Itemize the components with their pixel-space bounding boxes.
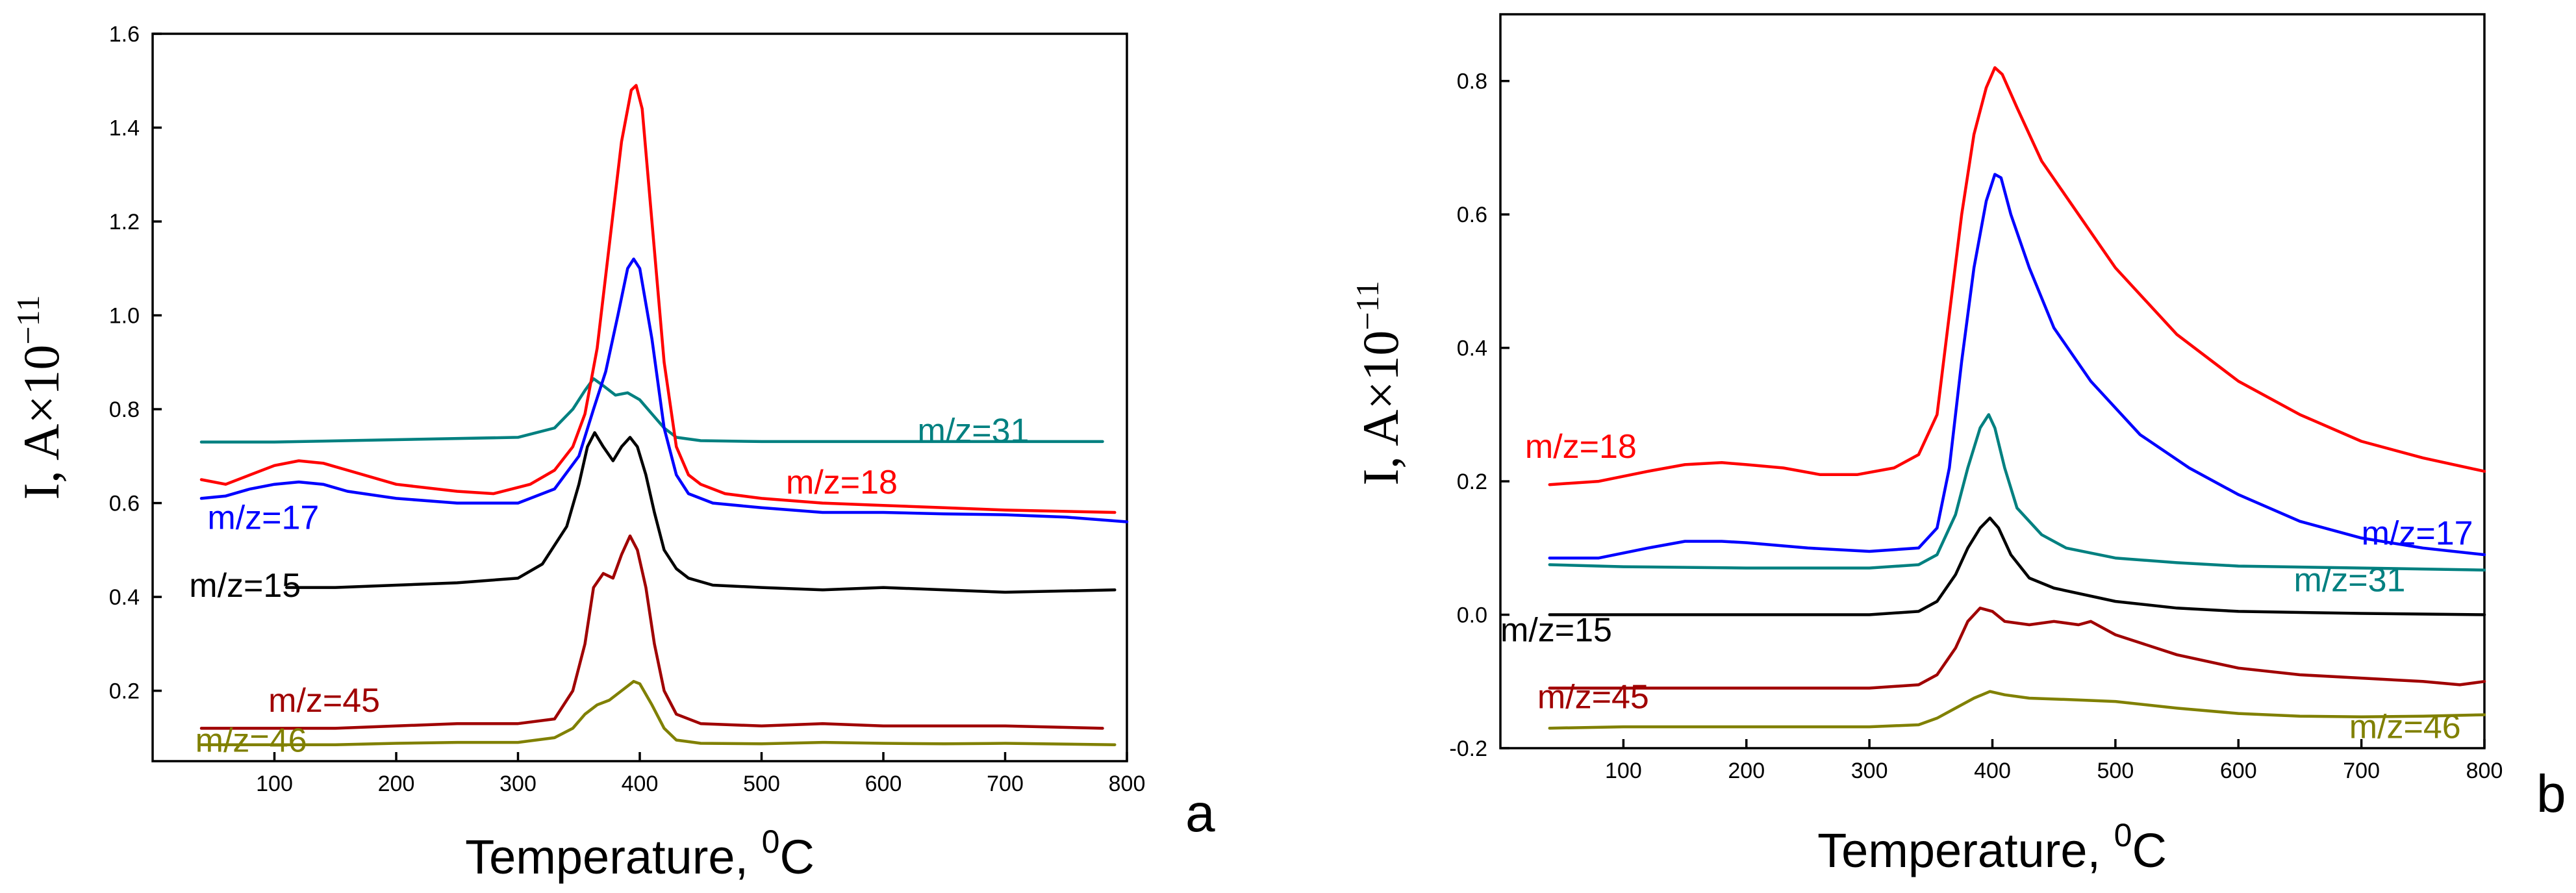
panel-a-series-label: m/z=45: [268, 682, 380, 720]
panel-a-y-tick-label: 1.0: [109, 304, 140, 329]
panel-b-y-tick-label: -0.2: [1449, 736, 1487, 761]
panel-b-label: b: [2536, 764, 2566, 824]
panel-a-ticks: 100 200 300 400 500 600 700 800 0.2 0.4 0.6 0.8 1.0 1…: [109, 22, 1146, 796]
panel-b-ticks: 100 200 300 400 500 600 700 800 -0.2 0.0 0.2 0.4 0.6…: [1449, 69, 2503, 783]
panel-b-y-tick-label: 0.4: [1457, 336, 1487, 361]
panel-b-annotations: m/z=18 m/z=17 m/z=31 m/z=15 m/z=45 m/z=46: [1500, 428, 2473, 746]
panel-b-series-label: m/z=15: [1500, 612, 1612, 649]
panel-a: 100 200 300 400 500 600 700 800 0.2 0.4 0.6 0.8 1.0 1…: [10, 22, 1215, 884]
panel-b-x-tick-label: 600: [2220, 759, 2257, 783]
panel-b-series-m-z-15: [1548, 516, 2486, 616]
panel-b-x-tick-label: 700: [2343, 759, 2380, 783]
panel-b-series-label: m/z=17: [2362, 515, 2473, 553]
panel-a-x-tick-label: 300: [499, 772, 537, 796]
panel-b-series-m-z-18: [1548, 66, 2486, 486]
panel-b-series-m-z-17: [1548, 173, 2486, 560]
panel-b-y-tick-label: 0.2: [1457, 470, 1487, 494]
panel-b-y-tick-label: 0.8: [1457, 69, 1487, 94]
panel-a-series-label: m/z=15: [189, 567, 301, 605]
panel-b-series-label: m/z=46: [2349, 709, 2461, 746]
panel-b-series-m-z-45: [1548, 607, 2486, 690]
panel-a-x-tick-label: 500: [743, 772, 780, 796]
panel-b-x-tick-label: 300: [1851, 759, 1888, 783]
panel-a-y-tick-label: 1.2: [109, 210, 140, 234]
panel-a-annotations: m/z=31 m/z=18 m/z=17 m/z=15 m/z=45m/z=46: [189, 412, 1029, 760]
panel-a-series-label: m/z=46: [196, 722, 307, 760]
panel-b-y-tick-label: 0.0: [1457, 603, 1487, 628]
panel-a-y-tick-label: 1.4: [109, 116, 140, 141]
panel-b-series-label: m/z=45: [1537, 678, 1649, 716]
panel-b: 100 200 300 400 500 600 700 800 -0.2 0.0 0.2 0.4 0.6…: [1349, 13, 2566, 877]
panel-b-y-tick-label: 0.6: [1457, 203, 1487, 227]
panel-a-series-m-z-15: [285, 431, 1117, 594]
panel-b-plot-frame: [1499, 13, 2486, 749]
panel-a-series: [199, 84, 1129, 746]
panel-b-series-label: m/z=31: [2293, 562, 2405, 599]
panel-a-x-tick-label: 400: [622, 772, 659, 796]
panel-a-series-m-z-31: [199, 377, 1104, 444]
panel-b-series: [1548, 66, 2486, 730]
panel-a-series-label: m/z=18: [786, 464, 898, 501]
panel-a-x-tick-label: 200: [378, 772, 415, 796]
panel-a-y-tick-label: 1.6: [109, 22, 140, 47]
panel-b-y-axis-title: I, A×10−11: [1349, 281, 1409, 485]
panel-a-x-tick-label: 700: [987, 772, 1024, 796]
panel-b-x-tick-label: 100: [1605, 759, 1642, 783]
panel-b-x-tick-label: 800: [2466, 759, 2503, 783]
panel-a-x-tick-label: 100: [256, 772, 293, 796]
panel-b-series-m-z-46: [1548, 690, 2486, 730]
panel-a-plot-frame: [151, 32, 1128, 762]
panel-a-y-tick-label: 0.4: [109, 585, 140, 610]
panel-b-x-tick-label: 500: [2097, 759, 2134, 783]
panel-a-label: a: [1185, 784, 1215, 843]
panel-a-series-label: m/z=17: [207, 499, 319, 536]
panel-b-x-tick-label: 200: [1728, 759, 1765, 783]
panel-a-y-axis-title: I, A×10−11: [10, 295, 69, 499]
panel-a-x-axis-title: Temperature, 0C: [465, 824, 814, 884]
panel-b-series-m-z-31: [1548, 413, 2486, 572]
panel-a-series-m-z-17: [199, 257, 1129, 523]
panel-a-x-tick-label: 600: [865, 772, 902, 796]
panel-a-y-tick-label: 0.8: [109, 397, 140, 422]
panel-b-x-tick-label: 400: [1974, 759, 2011, 783]
panel-a-series-m-z-18: [199, 84, 1117, 514]
panel-b-series-label: m/z=18: [1525, 428, 1637, 466]
panel-b-x-axis-title: Temperature, 0C: [1817, 817, 2167, 877]
panel-a-y-tick-label: 0.6: [109, 492, 140, 516]
panel-a-series-m-z-46: [199, 679, 1117, 746]
panel-a-y-tick-label: 0.2: [109, 679, 140, 704]
panel-a-series-m-z-45: [199, 534, 1104, 730]
panel-a-series-label: m/z=31: [918, 412, 1029, 450]
panel-a-x-tick-label: 800: [1109, 772, 1146, 796]
